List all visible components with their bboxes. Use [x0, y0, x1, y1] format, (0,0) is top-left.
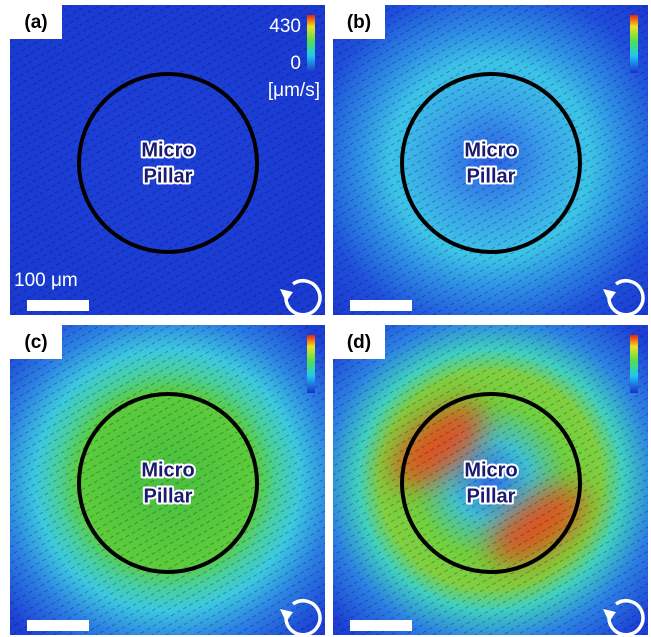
pillar-text: Pillar	[144, 165, 193, 187]
pillar-text: Micro	[464, 139, 517, 161]
pillar-text: Micro	[464, 459, 517, 481]
scale-bar-label: 100 μm	[14, 270, 78, 291]
colorbar-max: 430	[269, 16, 301, 37]
colorbar	[307, 335, 315, 393]
scale-bar	[27, 300, 89, 311]
panel-label: (b)	[347, 12, 371, 33]
panel: (c) Micro Pillar	[10, 325, 325, 635]
colorbar	[630, 15, 638, 73]
scale-bar	[350, 620, 412, 631]
panel: (a) Micro Pillar 430 0 [μm/s] 100 μm	[10, 5, 325, 315]
scale-bar	[350, 300, 412, 311]
panel: (b) Micro Pillar	[333, 5, 648, 315]
colorbar	[630, 335, 638, 393]
pillar-text: Pillar	[144, 485, 193, 507]
colorbar-unit: [μm/s]	[268, 80, 320, 101]
figure: (a) Micro Pillar 430 0 [μm/s] 100 μm (b) Micro Pi…	[0, 0, 651, 637]
panel-label: (a)	[24, 12, 47, 33]
panel: (d) Micro Pillar	[333, 325, 648, 635]
scale-bar	[27, 620, 89, 631]
pillar-text: Pillar	[467, 165, 516, 187]
panel-label: (c)	[24, 332, 47, 353]
panel-label: (d)	[347, 332, 371, 353]
pillar-text: Micro	[141, 459, 194, 481]
pillar-text: Pillar	[467, 485, 516, 507]
colorbar-min: 0	[290, 53, 301, 74]
colorbar	[307, 15, 315, 73]
pillar-text: Micro	[141, 139, 194, 161]
